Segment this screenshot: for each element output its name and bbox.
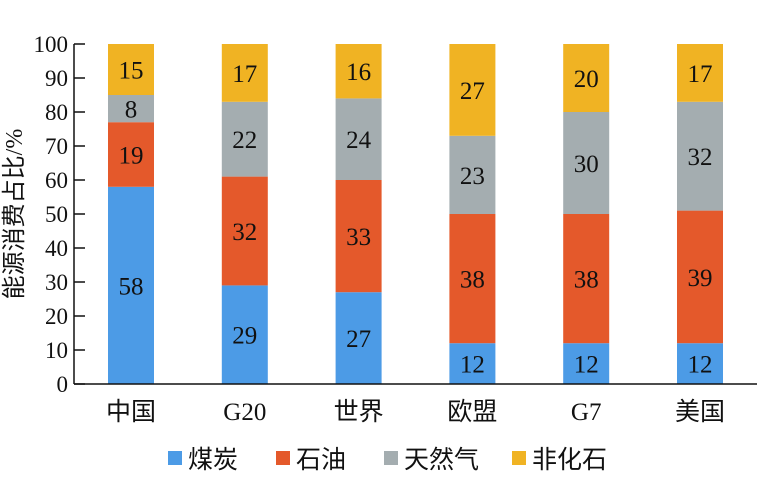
data-label: 22 <box>232 127 257 154</box>
y-axis-label: 能源消费占比/% <box>1 129 28 300</box>
y-tick-label: 80 <box>45 100 68 125</box>
y-tick-label: 70 <box>45 134 68 159</box>
x-tick-label: 美国 <box>675 398 725 426</box>
data-label: 12 <box>460 352 485 379</box>
data-label: 38 <box>460 267 485 294</box>
bars-group: 58 19 8 15 29 32 22 17 27 33 24 16 12 38 23 27 12 38 30 20 1… <box>108 44 723 384</box>
x-tick-label: 欧盟 <box>447 398 497 426</box>
x-tick-label: G7 <box>571 399 602 426</box>
y-tick-label: 0 <box>57 372 69 397</box>
data-label: 32 <box>232 219 257 246</box>
data-label: 33 <box>346 224 371 251</box>
y-tick-label: 50 <box>45 202 68 227</box>
data-label: 20 <box>574 66 599 93</box>
data-label: 24 <box>346 127 372 154</box>
data-label: 29 <box>232 323 257 350</box>
legend-label: 非化石 <box>532 446 607 474</box>
y-tick-label: 10 <box>45 338 68 363</box>
data-label: 32 <box>688 144 713 171</box>
y-tick-label: 20 <box>45 304 68 329</box>
y-tick-label: 90 <box>45 66 68 91</box>
data-label: 17 <box>688 61 713 88</box>
x-tick-label: 世界 <box>334 398 384 426</box>
legend-swatch <box>276 451 290 465</box>
legend-label: 天然气 <box>404 446 479 474</box>
data-label: 27 <box>460 78 485 105</box>
data-label: 27 <box>346 326 371 353</box>
data-label: 19 <box>119 143 144 170</box>
data-label: 23 <box>460 163 485 190</box>
data-label: 17 <box>232 61 257 88</box>
data-label: 8 <box>125 97 138 124</box>
legend-swatch <box>168 451 182 465</box>
y-tick-label: 40 <box>45 236 68 261</box>
legend-label: 石油 <box>296 446 346 474</box>
y-tick-label: 30 <box>45 270 68 295</box>
data-label: 12 <box>688 352 713 379</box>
x-tick-label: 中国 <box>106 398 156 426</box>
legend-label: 煤炭 <box>188 446 238 474</box>
y-tick-label: 100 <box>34 32 69 57</box>
legend-swatch <box>384 451 398 465</box>
data-label: 30 <box>574 151 599 178</box>
data-label: 58 <box>119 273 144 300</box>
legend-swatch <box>512 451 526 465</box>
y-tick-label: 60 <box>45 168 68 193</box>
data-label: 15 <box>119 58 144 85</box>
legend: 煤炭 石油 天然气 非化石 <box>168 446 607 474</box>
data-label: 12 <box>574 352 599 379</box>
data-label: 38 <box>574 267 599 294</box>
data-label: 39 <box>688 265 713 292</box>
data-label: 16 <box>346 59 371 86</box>
x-tick-label: G20 <box>223 399 266 426</box>
